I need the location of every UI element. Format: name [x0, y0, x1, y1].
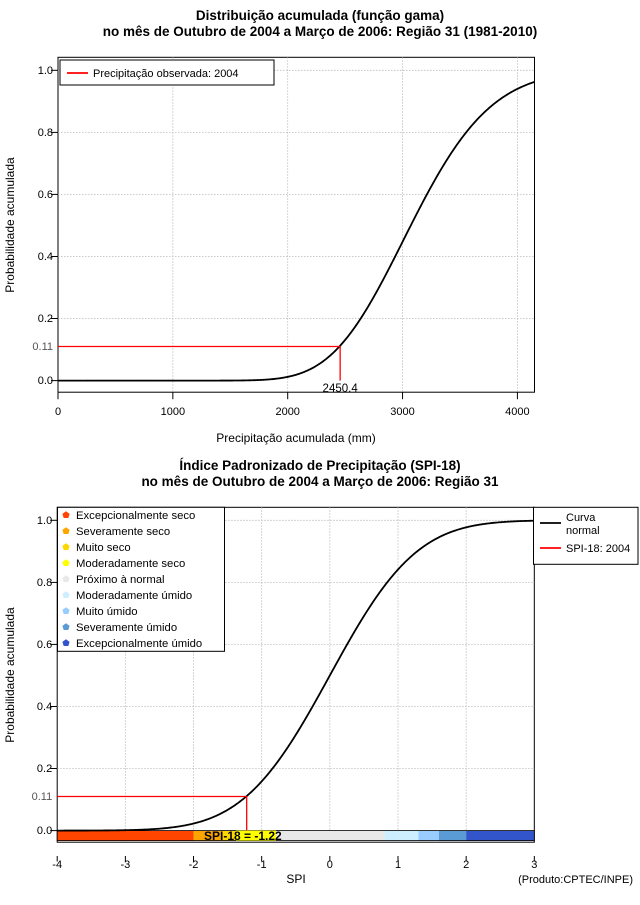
svg-text:0.11: 0.11: [32, 341, 53, 353]
svg-text:SPI-18: 2004: SPI-18: 2004: [566, 543, 630, 555]
svg-text:Curva: Curva: [566, 512, 596, 524]
svg-text:Precipitação observada: 2004: Precipitação observada: 2004: [93, 68, 239, 80]
svg-text:0.6: 0.6: [37, 639, 52, 651]
svg-text:Moderadamente seco: Moderadamente seco: [76, 558, 185, 570]
svg-text:0.11: 0.11: [32, 791, 53, 803]
svg-text:1.0: 1.0: [38, 65, 53, 77]
svg-text:0.0: 0.0: [38, 375, 53, 387]
svg-text:Excepcionalmente seco: Excepcionalmente seco: [76, 510, 195, 522]
svg-text:normal: normal: [566, 525, 600, 537]
svg-text:0.0: 0.0: [37, 825, 52, 837]
svg-text:Severamente úmido: Severamente úmido: [76, 622, 177, 634]
svg-text:Índice Padronizado de Precipit: Índice Padronizado de Precipitação (SPI-…: [179, 458, 460, 473]
svg-text:Probabilidade acumulada: Probabilidade acumulada: [3, 607, 17, 743]
svg-text:0.6: 0.6: [38, 189, 53, 201]
svg-text:Precipitação acumulada (mm): Precipitação acumulada (mm): [216, 431, 375, 445]
svg-text:1000: 1000: [161, 406, 185, 418]
svg-text:(Produto:CPTEC/INPE): (Produto:CPTEC/INPE): [518, 874, 633, 886]
svg-text:Muito úmido: Muito úmido: [76, 606, 138, 618]
svg-text:Severamente seco: Severamente seco: [76, 526, 170, 538]
svg-text:0.2: 0.2: [37, 763, 52, 775]
svg-text:Probabilidade acumulada: Probabilidade acumulada: [3, 157, 17, 293]
svg-text:1.0: 1.0: [37, 515, 52, 527]
svg-text:0.8: 0.8: [38, 127, 53, 139]
svg-text:0.4: 0.4: [38, 251, 53, 263]
svg-text:SPI-18 = -1.22: SPI-18 = -1.22: [204, 829, 282, 843]
svg-text:Distribuição acumulada (função: Distribuição acumulada (função gama): [196, 8, 444, 23]
svg-text:Muito seco: Muito seco: [76, 542, 131, 554]
svg-text:2000: 2000: [275, 406, 299, 418]
svg-text:Excepcionalmente úmido: Excepcionalmente úmido: [76, 638, 202, 650]
svg-text:0.4: 0.4: [37, 701, 52, 713]
svg-text:0.8: 0.8: [37, 577, 52, 589]
svg-text:no mês de Outubro de 2004 a Ma: no mês de Outubro de 2004 a Março de 200…: [103, 24, 537, 39]
svg-text:Próximo à normal: Próximo à normal: [76, 574, 165, 586]
svg-text:4000: 4000: [505, 406, 529, 418]
svg-text:no mês de Outubro de 2004 a Ma: no mês de Outubro de 2004 a Março de 200…: [141, 474, 499, 489]
svg-text:0.2: 0.2: [38, 313, 53, 325]
svg-text:Moderadamente úmido: Moderadamente úmido: [76, 590, 192, 602]
svg-text:0: 0: [55, 406, 61, 418]
svg-text:SPI: SPI: [286, 872, 305, 886]
svg-text:3000: 3000: [390, 406, 414, 418]
svg-text:2450.4: 2450.4: [323, 383, 359, 395]
